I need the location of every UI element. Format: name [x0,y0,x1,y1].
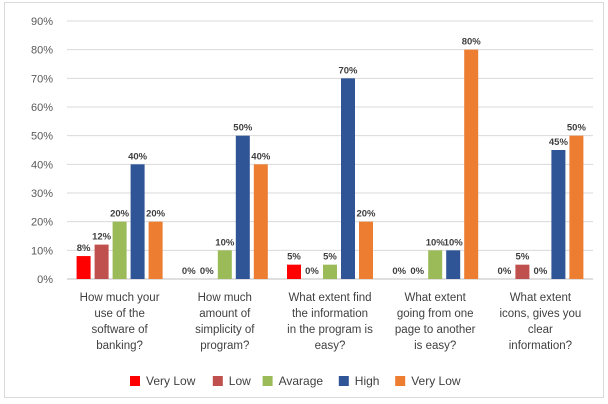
data-label: 5% [323,252,337,263]
legend-swatch [212,376,223,386]
legend-label: Very Low [146,374,196,388]
data-label: 5% [516,252,530,263]
bar [551,150,566,279]
y-tick-label: 40% [31,159,53,171]
bar [323,264,337,279]
data-label: 10% [215,237,235,248]
y-tick-label: 70% [31,73,53,85]
bar-chart: 0%10%20%30%40%50%60%70%80%90% 8%0%5%0% 0%… [31,16,593,388]
bar [130,164,145,279]
data-label: 20% [146,209,166,220]
data-label: 10% [426,237,446,248]
data-label: 50% [567,123,587,134]
bar [253,164,268,279]
data-label: 0% [410,266,424,277]
data-label: 0% [182,266,196,277]
y-tick-label: 0% [37,274,53,286]
gridlines [67,20,593,280]
bar [235,135,250,279]
x-category-label: How much amount of simplicity of program? [195,292,255,352]
data-label: 50% [233,123,253,134]
bar [515,264,530,279]
x-category-label: How much your use of the software of bankin… [80,292,160,352]
data-label: 0% [534,266,548,277]
y-tick-label: 30% [31,188,53,200]
bar [94,244,109,279]
legend-swatch [395,376,406,386]
data-label: 40% [251,151,271,162]
bar [76,256,91,279]
data-label: 80% [462,37,482,48]
legend-label: Avarage [279,374,324,388]
data-label: 0% [498,266,512,277]
legend-swatch [262,376,273,386]
data-label: 12% [92,232,112,243]
bar [569,135,584,279]
x-category-label: What extent going from one page to another… [395,292,476,352]
y-tick-label: 20% [31,217,53,229]
data-label: 20% [110,209,130,220]
y-tick-label: 10% [31,245,53,257]
data-label: 0% [305,266,319,277]
legend-swatch [338,376,349,386]
data-label: 10% [444,237,464,248]
data-label: 0% [392,266,406,277]
bar [148,221,163,279]
chart-frame: 0% 10% 20% 30% 40% 50% 60% 70% 80% 90% 8% 0% 5% 0% 0%… [4,2,604,398]
bar [428,250,443,279]
data-label: 70% [338,65,358,76]
bar [341,78,355,279]
legend: Very Low Low Avarage High Very Low [130,374,461,388]
x-category-label: What extent find the information in the pr… [287,292,373,352]
data-label: 0% [200,266,214,277]
data-label: 20% [356,209,376,220]
legend-label: Very Low [411,374,461,388]
legend-label: Low [229,374,251,388]
x-category-label: What extent icons, gives you clear informat… [499,292,581,352]
bar [359,221,373,279]
y-tick-label: 80% [31,45,53,57]
data-label: 45% [549,137,569,148]
bar [464,49,479,279]
y-tick-label: 90% [31,16,53,28]
bar [217,250,232,279]
legend-swatch [130,376,140,386]
y-tick-label: 50% [31,131,53,143]
y-axis-ticks: 0% 10% 20% 30% 40% 50% 60% 70% 80% 90% [31,16,53,286]
bar [287,264,301,279]
data-label: 8% [77,243,91,254]
data-labels: 8% 0% 5% 0% 0% 12% 0% 0% 0% 5% 20% 10% 5% 10% 0% 40% 50%… [77,37,587,277]
data-label: 5% [287,252,301,263]
y-tick-label: 60% [31,102,53,114]
bar [112,221,127,279]
data-label: 40% [128,151,148,162]
legend-label: High [355,374,380,388]
bar [446,250,461,279]
bars [76,49,584,279]
x-axis-categories: How much your use of the software of bankin… [80,292,582,352]
